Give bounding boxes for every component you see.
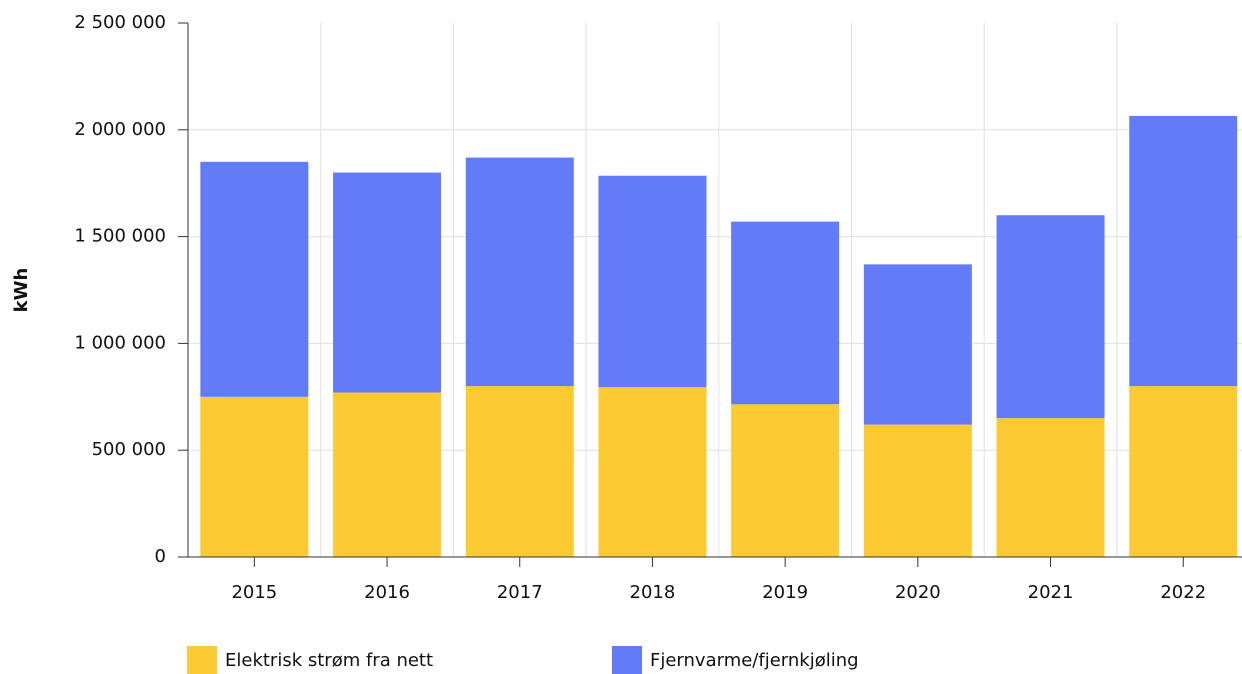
bar xyxy=(863,424,972,557)
y-tick-label: 1 500 000 xyxy=(74,226,166,247)
bar xyxy=(333,392,442,557)
bar xyxy=(863,264,972,425)
bar xyxy=(731,221,840,405)
bar xyxy=(333,172,442,393)
bar xyxy=(598,175,707,388)
x-tick-label: 2021 xyxy=(1028,582,1074,603)
x-tick-label: 2017 xyxy=(497,582,543,603)
bar xyxy=(1129,386,1238,557)
y-axis-label: kWh xyxy=(11,268,32,313)
y-tick-label: 2 500 000 xyxy=(74,12,166,33)
x-tick-label: 2016 xyxy=(364,582,410,603)
x-tick-label: 2015 xyxy=(231,582,277,603)
x-tick-label: 2018 xyxy=(630,582,676,603)
bar xyxy=(598,387,707,557)
x-tick-label: 2020 xyxy=(895,582,941,603)
legend-swatch xyxy=(612,646,642,674)
y-tick-label: 0 xyxy=(155,546,166,567)
y-tick-label: 1 000 000 xyxy=(74,332,166,353)
bar xyxy=(465,157,574,387)
legend-label: Elektrisk strøm fra nett xyxy=(225,650,433,671)
bar xyxy=(996,418,1105,557)
bar xyxy=(200,161,309,397)
legend-label: Fjernvarme/fjernkjøling xyxy=(650,650,859,671)
x-tick-label: 2022 xyxy=(1160,582,1206,603)
bar xyxy=(1129,115,1238,387)
bar xyxy=(465,386,574,557)
bar xyxy=(731,404,840,557)
x-tick-label: 2019 xyxy=(762,582,808,603)
bar xyxy=(200,396,309,557)
y-tick-label: 500 000 xyxy=(92,439,166,460)
bar xyxy=(996,215,1105,419)
y-tick-label: 2 000 000 xyxy=(74,119,166,140)
legend-swatch xyxy=(187,646,217,674)
